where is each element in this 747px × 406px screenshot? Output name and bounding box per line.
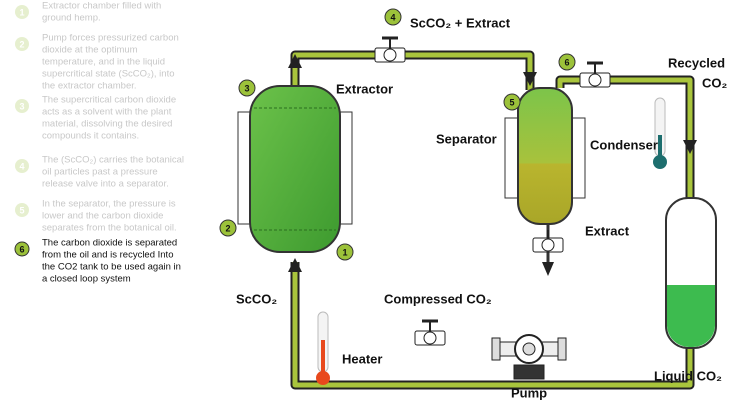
condenser-thermometer <box>653 97 667 169</box>
label-compressed: Compressed CO₂ <box>384 291 492 306</box>
label-separator: Separator <box>436 131 497 146</box>
marker-number: 1 <box>342 247 347 257</box>
label-recycled-co2: CO₂ <box>702 75 728 90</box>
step-text: The carbon dioxide is separated <box>42 238 177 249</box>
pipes <box>290 50 695 390</box>
label-extract: Extract <box>585 223 630 238</box>
valve <box>532 230 564 253</box>
step-text: supercritical state (ScCO₂), into <box>42 69 175 80</box>
pump <box>491 334 567 380</box>
step-text: the extractor chamber. <box>42 81 137 92</box>
separator-jacket <box>571 117 586 199</box>
step-text: The (ScCO₂) carries the botanical <box>42 155 184 166</box>
marker <box>336 243 354 261</box>
label-extractor: Extractor <box>336 81 393 96</box>
step-number: 6 <box>19 244 24 254</box>
step-text: dioxide at the optimum <box>42 45 138 56</box>
valve <box>579 61 611 88</box>
label-top: ScCO₂ + Extract <box>410 15 511 30</box>
step-number: 5 <box>19 205 24 215</box>
step-text: compounds it contains. <box>42 131 139 142</box>
step-number: 1 <box>19 7 24 17</box>
step-text: temperature, and in the liquid <box>42 57 165 68</box>
step-badge <box>15 159 29 173</box>
tank-liquid <box>667 285 715 347</box>
step-text: oil particles past a pressure <box>42 167 158 178</box>
heater-thermometer <box>316 311 330 385</box>
marker-number: 3 <box>244 83 249 93</box>
separator <box>517 87 573 225</box>
step-text: separates from the botanical oil. <box>42 223 177 234</box>
step-text: acts as a solvent with the plant <box>42 107 172 118</box>
step-badge <box>14 241 30 257</box>
arrows <box>288 54 697 276</box>
marker <box>558 53 576 71</box>
step-text: the CO2 tank to be used again in <box>42 262 181 273</box>
label-heater: Heater <box>342 351 382 366</box>
valve <box>414 319 446 346</box>
marker-number: 5 <box>509 97 514 107</box>
step-number: 3 <box>19 101 24 111</box>
marker <box>238 79 256 97</box>
step-number: 2 <box>19 39 24 49</box>
extractor <box>249 85 341 253</box>
step-badge <box>15 203 29 217</box>
step-badge <box>15 37 29 51</box>
label-liquid: Liquid CO₂ <box>654 368 722 383</box>
label-condenser: Condenser <box>590 137 658 152</box>
step-text: lower and the carbon dioxide <box>42 211 163 222</box>
valve <box>374 36 406 63</box>
step-text: Extractor chamber filled with <box>42 1 161 12</box>
marker <box>384 8 402 26</box>
marker-number: 2 <box>225 223 230 233</box>
step-text: Pump forces pressurized carbon <box>42 33 179 44</box>
step-text: The supercritical carbon dioxide <box>42 95 176 106</box>
step-text: ground hemp. <box>42 13 101 24</box>
marker <box>503 93 521 111</box>
marker-number: 6 <box>564 57 569 67</box>
step-number: 4 <box>19 161 24 171</box>
label-recycled: Recycled <box>668 55 725 70</box>
step-text: from the oil and is recycled Into <box>42 250 173 261</box>
separator-jacket <box>504 117 519 199</box>
label-scco2: ScCO₂ <box>236 291 277 306</box>
step-text: release valve into a separator. <box>42 179 169 190</box>
marker <box>219 219 237 237</box>
step-text: In the separator, the pressure is <box>42 199 176 210</box>
step-badge <box>15 5 29 19</box>
label-pump: Pump <box>511 385 547 400</box>
step-text: a closed loop system <box>42 274 131 285</box>
marker-number: 4 <box>390 12 395 22</box>
step-text: material, dissolving the desired <box>42 119 172 130</box>
step-badge <box>15 99 29 113</box>
